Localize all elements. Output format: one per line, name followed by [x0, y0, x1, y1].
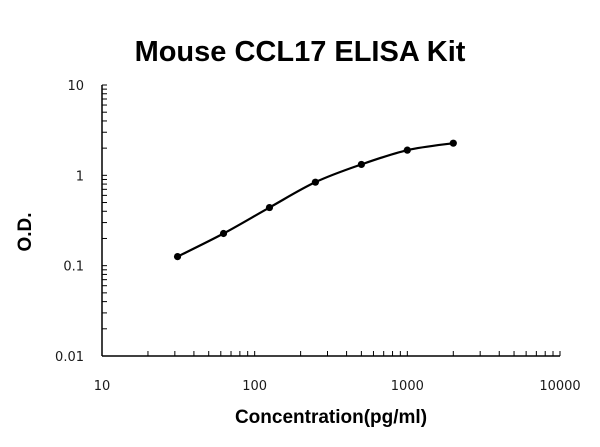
standard-curve-line	[177, 142, 454, 258]
y-tick-label: 1	[76, 169, 84, 184]
y-tick-label: 0.1	[63, 260, 84, 275]
x-axis-label: Concentration(pg/ml)	[234, 407, 428, 428]
x-tick-label: 1000	[391, 379, 424, 394]
y-tick-label: 10	[67, 79, 84, 94]
x-tick-label: 10000	[539, 379, 580, 394]
data-point-marker	[311, 178, 320, 186]
data-point-marker	[219, 229, 228, 238]
x-tick-label: 100	[242, 379, 267, 394]
data-point-marker	[265, 203, 274, 212]
data-point-marker	[173, 252, 182, 261]
data-point-marker	[357, 160, 365, 169]
x-tick-label: 10	[94, 379, 111, 394]
chart-title: Mouse CCL17 ELISA Kit	[134, 36, 466, 68]
data-point-marker	[403, 146, 411, 154]
y-tick-label: 0.01	[55, 350, 84, 365]
data-point-marker	[449, 139, 457, 147]
